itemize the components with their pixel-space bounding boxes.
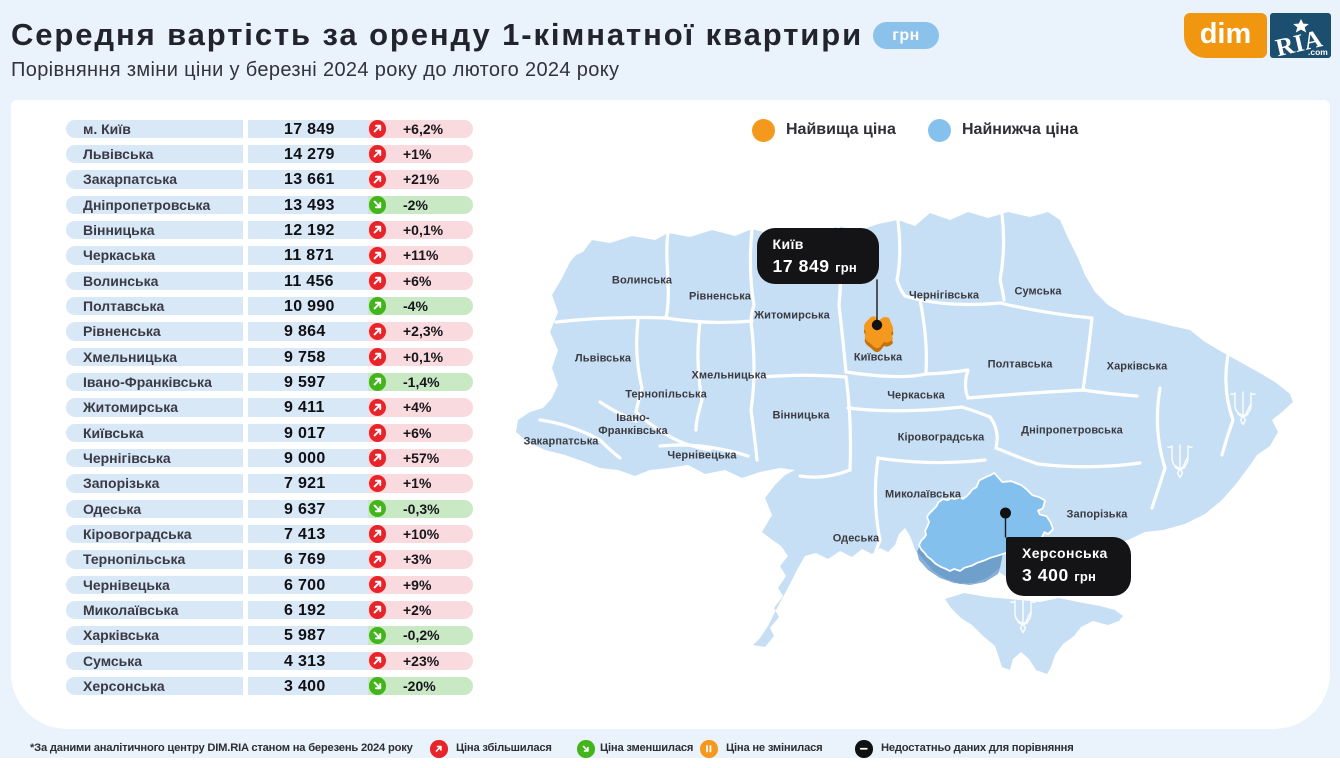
svg-text:.com: .com: [1308, 47, 1328, 57]
